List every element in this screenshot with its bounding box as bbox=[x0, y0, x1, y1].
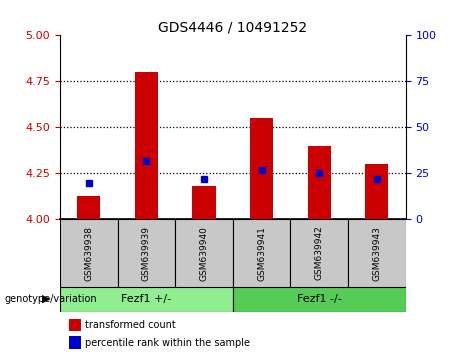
Bar bbox=[118, 219, 175, 287]
Bar bbox=[365, 164, 388, 219]
Bar bbox=[233, 219, 290, 287]
Text: GSM639942: GSM639942 bbox=[315, 226, 324, 280]
Text: Fezf1 -/-: Fezf1 -/- bbox=[297, 294, 342, 304]
Title: GDS4446 / 10491252: GDS4446 / 10491252 bbox=[158, 20, 307, 34]
Bar bbox=[60, 287, 233, 312]
Bar bbox=[233, 287, 406, 312]
Bar bbox=[175, 219, 233, 287]
Bar bbox=[290, 219, 348, 287]
Text: GSM639941: GSM639941 bbox=[257, 225, 266, 281]
Text: GSM639938: GSM639938 bbox=[84, 225, 93, 281]
Text: percentile rank within the sample: percentile rank within the sample bbox=[85, 338, 250, 348]
Bar bbox=[60, 219, 118, 287]
Text: GSM639939: GSM639939 bbox=[142, 225, 151, 281]
Bar bbox=[348, 219, 406, 287]
Bar bbox=[193, 186, 216, 219]
Text: GSM639943: GSM639943 bbox=[372, 225, 381, 281]
Bar bbox=[77, 195, 100, 219]
Bar bbox=[135, 72, 158, 219]
Bar bbox=[250, 118, 273, 219]
Bar bbox=[308, 146, 331, 219]
Text: Fezf1 +/-: Fezf1 +/- bbox=[121, 294, 171, 304]
Text: transformed count: transformed count bbox=[85, 320, 176, 330]
Text: genotype/variation: genotype/variation bbox=[5, 294, 97, 304]
Text: GSM639940: GSM639940 bbox=[200, 225, 208, 281]
Text: ▶: ▶ bbox=[42, 294, 51, 304]
